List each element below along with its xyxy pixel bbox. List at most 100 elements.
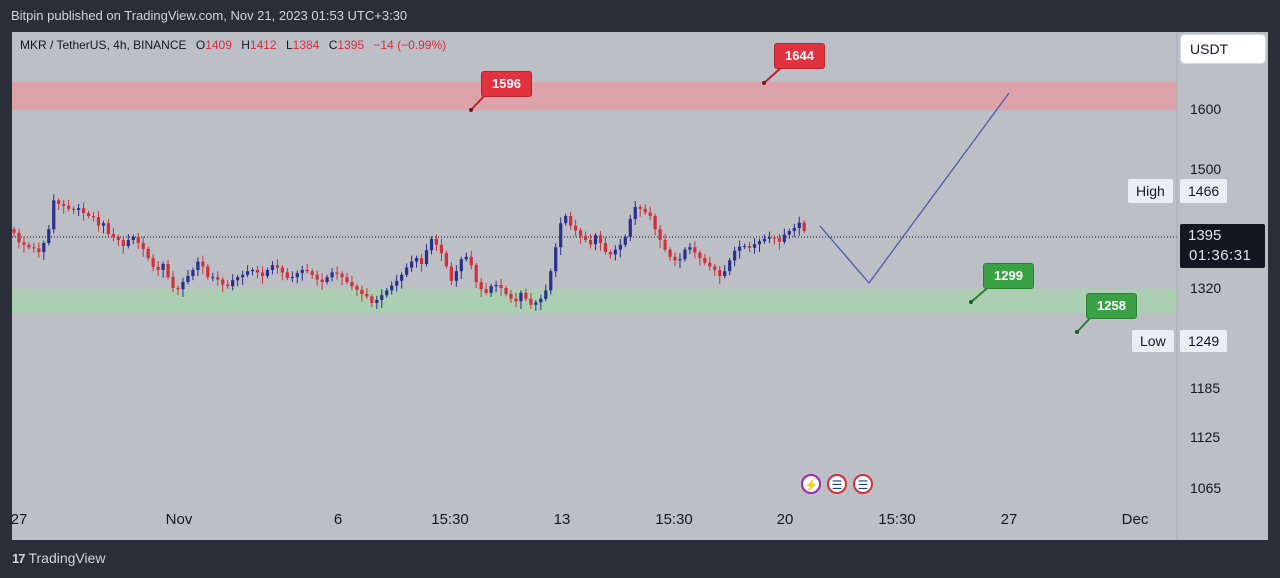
candle-body <box>32 247 36 249</box>
candle-body <box>101 223 106 226</box>
candle-body <box>370 296 374 303</box>
candle-body <box>479 282 483 290</box>
time-tick: 15:30 <box>878 511 916 528</box>
candle-body <box>260 272 265 276</box>
candle-body <box>385 290 389 296</box>
candle-body <box>718 270 722 276</box>
us-flag-event-icon[interactable]: ☰ <box>853 474 873 494</box>
candle-body <box>27 244 31 248</box>
candle-body <box>633 207 637 219</box>
candle-body <box>738 246 742 251</box>
candle-body <box>623 237 627 245</box>
candle-body <box>613 249 617 255</box>
candle-body <box>554 247 558 272</box>
candle-body <box>593 235 598 245</box>
candle-body <box>400 274 404 281</box>
candle-body <box>434 238 439 245</box>
candle-body <box>191 270 195 276</box>
footer-brand[interactable]: 17 TradingView <box>12 550 106 566</box>
projection-path <box>819 92 1010 285</box>
candle-body <box>12 229 16 233</box>
candle-body <box>509 294 513 299</box>
tradingview-logo-icon: 17 <box>12 551 26 566</box>
candle-body <box>534 302 538 305</box>
candle-body <box>146 249 150 258</box>
candle-body <box>588 240 593 245</box>
price-tick: 1125 <box>1190 429 1221 445</box>
candle-body <box>414 258 419 262</box>
price-tick: 1600 <box>1190 101 1222 117</box>
candle-body <box>603 243 608 252</box>
candle-body <box>410 261 414 268</box>
candle-body <box>489 286 493 293</box>
candle-body <box>206 266 210 278</box>
candle-body <box>201 261 205 267</box>
candle-body <box>37 248 41 252</box>
candle-body <box>608 252 612 255</box>
candle-body <box>216 277 220 280</box>
candle-body <box>484 289 488 293</box>
time-tick: 15:30 <box>655 511 693 528</box>
candle-body <box>250 270 255 272</box>
candle-body <box>166 264 170 278</box>
current-price-value: 1395 <box>1188 227 1222 244</box>
candle-body <box>265 270 270 276</box>
candle-body <box>733 250 737 261</box>
candle-body <box>330 272 334 278</box>
candle-body <box>196 261 200 270</box>
price-tick: 1320 <box>1190 280 1222 296</box>
price-tick: 1185 <box>1190 380 1221 396</box>
legend-close-label: C <box>328 38 338 52</box>
legend-change: −14 (−0.99%) <box>373 38 447 52</box>
candle-body <box>310 271 314 275</box>
candle-body <box>524 292 528 299</box>
callout-1258[interactable]: 1258 <box>1086 293 1137 319</box>
candle-body <box>360 289 364 294</box>
candle-body <box>792 228 796 231</box>
candle-body <box>559 223 563 248</box>
candle-body <box>663 240 667 250</box>
price-tick: 1500 <box>1190 161 1222 177</box>
callout-1644[interactable]: 1644 <box>774 43 825 69</box>
candle-body <box>454 271 458 281</box>
candle-body <box>429 238 434 251</box>
candle-body <box>141 243 145 249</box>
candle-body <box>464 256 468 260</box>
candle-body <box>305 270 309 272</box>
candle-body <box>703 258 707 263</box>
candle-body <box>300 270 304 273</box>
candle-body <box>285 272 289 278</box>
high-label: High <box>1128 179 1173 203</box>
candle-body <box>245 271 250 275</box>
candle-body <box>375 300 379 303</box>
candle-body <box>673 256 677 261</box>
legend-high-value: 1412 <box>249 38 277 52</box>
candle-body <box>96 217 101 226</box>
candle-body <box>91 216 96 218</box>
legend-open-value: 1409 <box>205 38 232 52</box>
us-flag-event-icon[interactable]: ☰ <box>827 474 847 494</box>
candle-body <box>668 249 672 257</box>
candle-body <box>280 267 284 273</box>
resistance-zone[interactable] <box>12 81 1177 111</box>
legend-high-label: H <box>241 38 250 52</box>
candle-body <box>270 265 275 270</box>
candle-body <box>638 207 642 209</box>
callout-1596[interactable]: 1596 <box>481 71 532 97</box>
current-price-box: 1395 01:36:31 <box>1180 224 1265 268</box>
candle-body <box>77 208 81 210</box>
candle-body <box>236 277 240 281</box>
legend-low-value: 1384 <box>292 38 320 52</box>
candle-body <box>683 249 687 260</box>
legend-symbol: MKR / TetherUS, 4h, BINANCE <box>20 38 187 52</box>
footer-brand-name: TradingView <box>28 550 106 566</box>
lightning-event-icon[interactable]: ⚡ <box>801 474 821 494</box>
currency-button[interactable]: USDT <box>1181 35 1265 63</box>
candle-body <box>231 280 235 287</box>
callout-1299[interactable]: 1299 <box>983 263 1034 289</box>
candle-body <box>335 272 339 274</box>
candle-body <box>578 230 583 236</box>
candle-body <box>708 262 712 267</box>
low-label: Low <box>1132 330 1174 352</box>
candle-body <box>648 212 652 216</box>
